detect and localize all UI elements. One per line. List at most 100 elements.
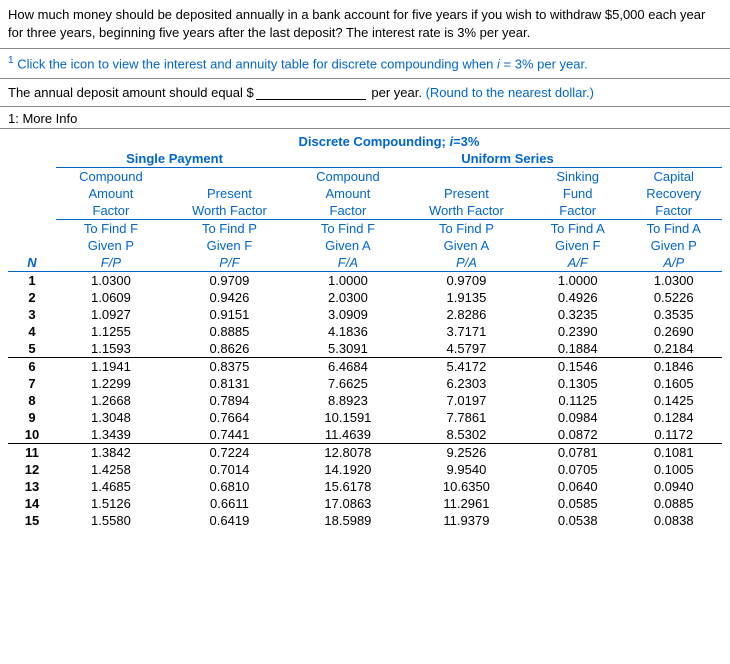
table-row: 91.30480.766410.15917.78610.09840.1284 (8, 409, 722, 426)
footnote-pre: Click the icon to view the interest and … (17, 57, 497, 72)
value-cell: 1.3842 (56, 443, 166, 461)
value-cell: 0.3235 (530, 306, 625, 323)
footnote-link[interactable]: Click the icon to view the interest and … (17, 57, 588, 72)
sub-1-0: To Find P (166, 219, 293, 237)
value-cell: 0.1546 (530, 357, 625, 375)
value-cell: 0.7664 (166, 409, 293, 426)
table-row: 51.15930.86265.30914.57970.18840.2184 (8, 340, 722, 358)
n-cell: 13 (8, 478, 56, 495)
answer-input[interactable] (256, 86, 366, 100)
value-cell: 0.1884 (530, 340, 625, 358)
h2-l2: Worth Factor (166, 202, 293, 220)
value-cell: 0.6611 (166, 495, 293, 512)
n-cell: 2 (8, 289, 56, 306)
value-cell: 1.2299 (56, 375, 166, 392)
n-cell: 15 (8, 512, 56, 529)
value-cell: 5.4172 (403, 357, 530, 375)
value-cell: 0.8885 (166, 323, 293, 340)
value-cell: 8.5302 (403, 426, 530, 444)
table-row: 121.42580.701414.19209.95400.07050.1005 (8, 461, 722, 478)
n-cell: 5 (8, 340, 56, 358)
value-cell: 6.4684 (293, 357, 403, 375)
value-cell: 11.4639 (293, 426, 403, 444)
value-cell: 0.9151 (166, 306, 293, 323)
sub-1-1: Given F (166, 237, 293, 254)
group-single-payment: Single Payment (56, 150, 293, 168)
table-row: 101.34390.744111.46398.53020.08720.1172 (8, 426, 722, 444)
h3-l2: Amount (293, 185, 403, 202)
n-cell: 10 (8, 426, 56, 444)
value-cell: 7.6625 (293, 375, 403, 392)
value-cell: 1.9135 (403, 289, 530, 306)
value-cell: 0.2390 (530, 323, 625, 340)
value-cell: 10.6350 (403, 478, 530, 495)
value-cell: 11.2961 (403, 495, 530, 512)
h6-l2: Recovery (625, 185, 722, 202)
value-cell: 2.8286 (403, 306, 530, 323)
value-cell: 0.1172 (625, 426, 722, 444)
answer-line: The annual deposit amount should equal $… (0, 79, 730, 107)
value-cell: 1.1593 (56, 340, 166, 358)
value-cell: 0.0640 (530, 478, 625, 495)
n-cell: 1 (8, 271, 56, 289)
value-cell: 1.3048 (56, 409, 166, 426)
value-cell: 0.1284 (625, 409, 722, 426)
value-cell: 9.9540 (403, 461, 530, 478)
value-cell: 9.2526 (403, 443, 530, 461)
value-cell: 0.0872 (530, 426, 625, 444)
answer-pre: The annual deposit amount should equal $ (8, 85, 254, 100)
value-cell: 0.1846 (625, 357, 722, 375)
value-cell: 0.0585 (530, 495, 625, 512)
value-cell: 17.0863 (293, 495, 403, 512)
value-cell: 0.0984 (530, 409, 625, 426)
value-cell: 0.0838 (625, 512, 722, 529)
value-cell: 7.7861 (403, 409, 530, 426)
value-cell: 0.9709 (166, 271, 293, 289)
value-cell: 0.4926 (530, 289, 625, 306)
sub-2-1: Given A (293, 237, 403, 254)
value-cell: 4.5797 (403, 340, 530, 358)
value-cell: 2.0300 (293, 289, 403, 306)
value-cell: 0.6810 (166, 478, 293, 495)
answer-hint: (Round to the nearest dollar.) (426, 85, 594, 100)
h2-l1: Present (166, 185, 293, 202)
sub-5-1: Given P (625, 237, 722, 254)
value-cell: 1.1255 (56, 323, 166, 340)
value-cell: 0.1005 (625, 461, 722, 478)
sub-3-0: To Find P (403, 219, 530, 237)
value-cell: 0.0538 (530, 512, 625, 529)
n-cell: 8 (8, 392, 56, 409)
h6-l1: Capital (625, 167, 722, 185)
value-cell: 18.5989 (293, 512, 403, 529)
n-cell: 3 (8, 306, 56, 323)
table-body: 11.03000.97091.00000.97091.00001.030021.… (8, 271, 722, 529)
h3-l1: Compound (293, 167, 403, 185)
value-cell: 0.8375 (166, 357, 293, 375)
value-cell: 1.4685 (56, 478, 166, 495)
h5-l2: Fund (530, 185, 625, 202)
value-cell: 0.2690 (625, 323, 722, 340)
table-row: 141.51260.661117.086311.29610.05850.0885 (8, 495, 722, 512)
value-cell: 0.2184 (625, 340, 722, 358)
value-cell: 0.1305 (530, 375, 625, 392)
h1-l2: Amount (56, 185, 166, 202)
h4-l1: Present (403, 185, 530, 202)
value-cell: 1.0300 (625, 271, 722, 289)
table-row: 81.26680.78948.89237.01970.11250.1425 (8, 392, 722, 409)
value-cell: 1.3439 (56, 426, 166, 444)
sub-0-1: Given P (56, 237, 166, 254)
table-row: 31.09270.91513.09092.82860.32350.3535 (8, 306, 722, 323)
value-cell: 0.9426 (166, 289, 293, 306)
table-row: 131.46850.681015.617810.63500.06400.0940 (8, 478, 722, 495)
value-cell: 0.7014 (166, 461, 293, 478)
value-cell: 15.6178 (293, 478, 403, 495)
sub-0-0: To Find F (56, 219, 166, 237)
value-cell: 0.0705 (530, 461, 625, 478)
n-cell: 7 (8, 375, 56, 392)
h3-l3: Factor (293, 202, 403, 220)
value-cell: 7.0197 (403, 392, 530, 409)
value-cell: 0.8626 (166, 340, 293, 358)
value-cell: 0.0940 (625, 478, 722, 495)
value-cell: 0.1605 (625, 375, 722, 392)
value-cell: 0.1425 (625, 392, 722, 409)
